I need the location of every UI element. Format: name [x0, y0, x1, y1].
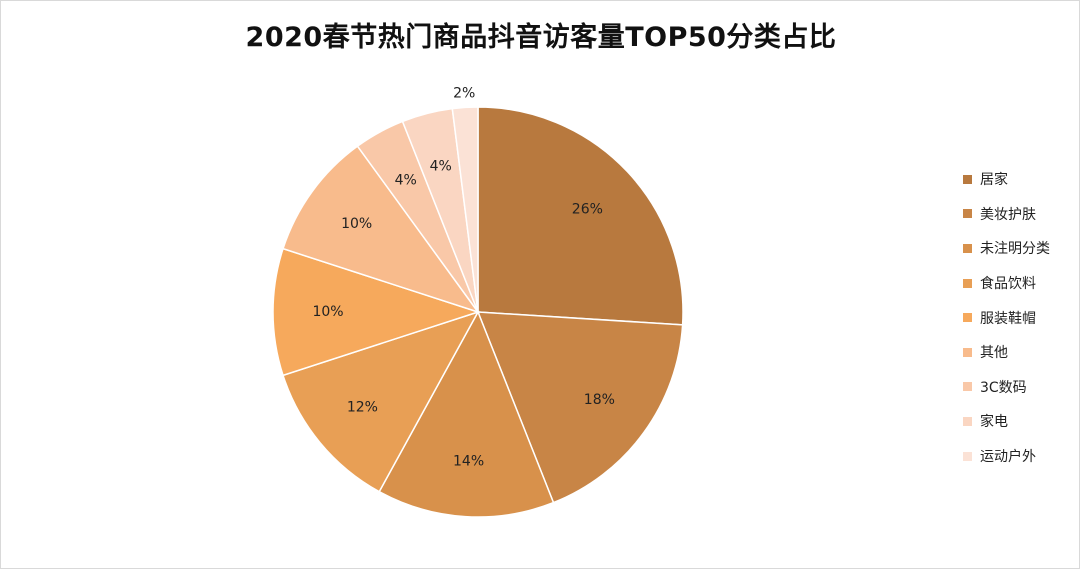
legend-swatch — [963, 278, 972, 288]
legend-item-7: 家电 — [963, 404, 1050, 439]
legend-item-2: 未注明分类 — [963, 231, 1050, 266]
slice-data-label-7: 4% — [430, 159, 452, 175]
pie-slice-1 — [476, 311, 684, 504]
legend-label: 未注明分类 — [980, 241, 1050, 258]
legend-item-0: 居家 — [963, 162, 1050, 197]
legend-item-6: 3C数码 — [963, 370, 1050, 405]
legend-item-1: 美妆护肤 — [963, 197, 1050, 232]
legend-label: 食品饮料 — [980, 276, 1036, 293]
pie-slice-3 — [282, 310, 480, 493]
legend-swatch — [963, 209, 972, 219]
pie-slice-4 — [272, 247, 481, 377]
legend-label: 运动户外 — [980, 449, 1036, 466]
pie-slice-8 — [451, 106, 479, 313]
chart-title: 2020春节热门商品抖音访客量TOP50分类占比 — [245, 22, 837, 53]
legend-swatch — [963, 313, 972, 323]
pie-slice-5 — [282, 145, 480, 314]
slice-data-label-2: 14% — [453, 454, 484, 470]
legend-swatch — [963, 243, 972, 253]
slice-data-label-0: 26% — [572, 201, 603, 217]
legend: 居家美妆护肤未注明分类食品饮料服装鞋帽其他 3C数码家电运动户外 — [963, 162, 1050, 473]
pie-slice-0 — [477, 106, 684, 326]
pie-slice-2 — [378, 310, 555, 518]
legend-label: 美妆护肤 — [980, 206, 1036, 223]
legend-item-3: 食品饮料 — [963, 266, 1050, 301]
legend-swatch — [963, 174, 972, 184]
legend-label: 家电 — [980, 414, 1008, 431]
legend-label: 居家 — [980, 172, 1008, 189]
legend-swatch — [963, 451, 972, 461]
legend-item-8: 运动户外 — [963, 439, 1050, 474]
slice-data-label-3: 12% — [347, 400, 378, 416]
slice-data-label-1: 18% — [584, 392, 615, 408]
legend-swatch — [963, 382, 972, 392]
slice-data-label-8: 2% — [453, 85, 475, 101]
legend-swatch — [963, 347, 972, 357]
legend-item-5: 其他 — [963, 335, 1050, 370]
legend-label: 3C数码 — [980, 379, 1027, 396]
legend-item-4: 服装鞋帽 — [963, 300, 1050, 335]
slice-data-label-5: 10% — [341, 216, 372, 232]
slice-data-label-6: 4% — [395, 173, 417, 189]
legend-label: 服装鞋帽 — [980, 310, 1036, 327]
slice-data-label-4: 10% — [312, 304, 343, 320]
legend-label: 其他 — [980, 345, 1008, 362]
legend-swatch — [963, 416, 972, 426]
